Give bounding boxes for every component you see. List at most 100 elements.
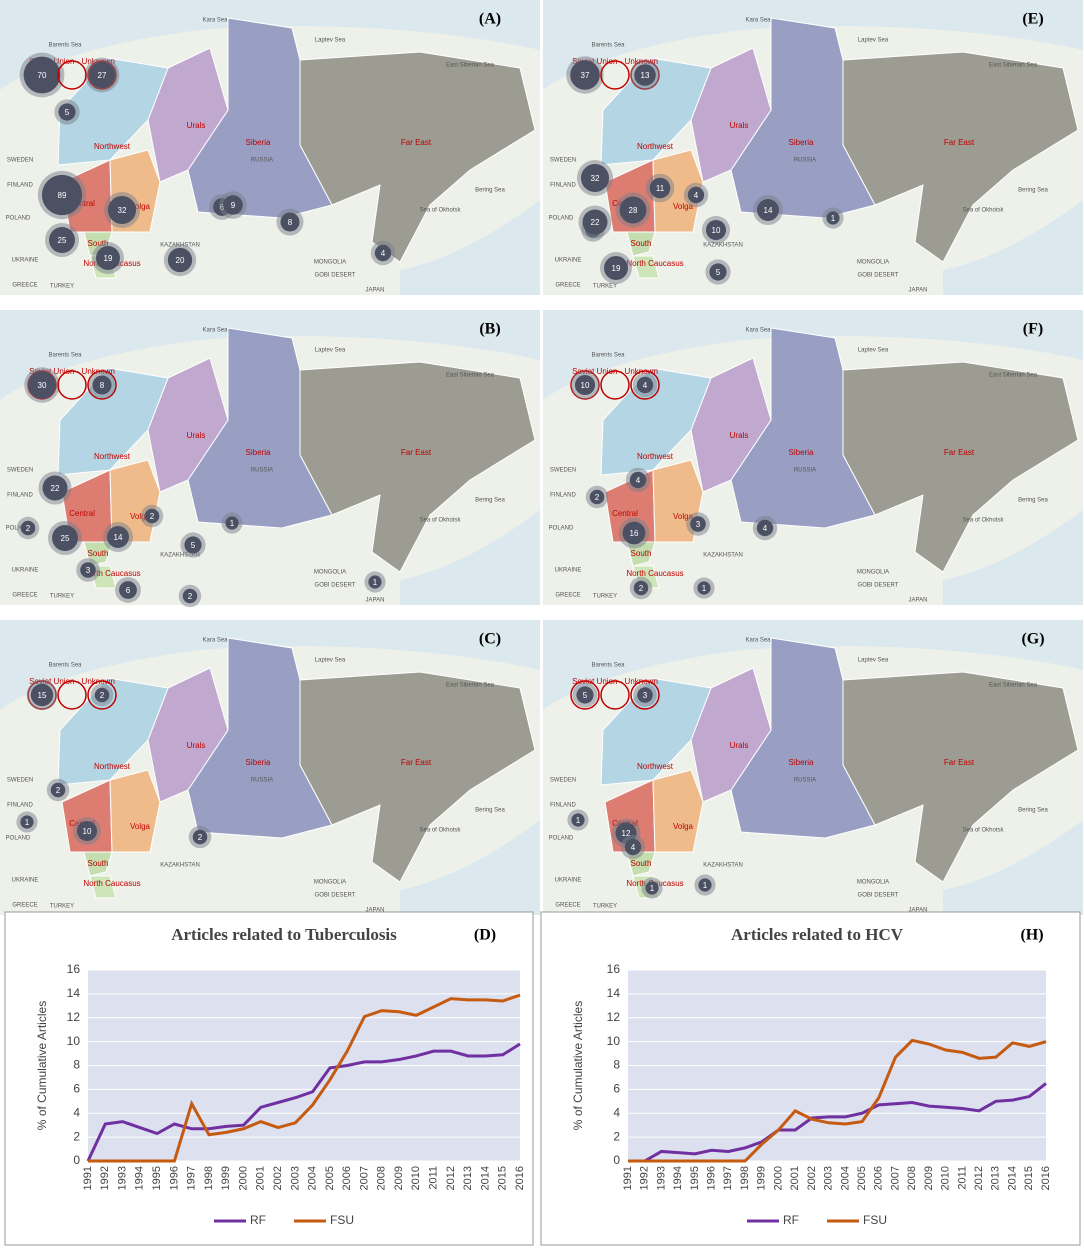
- bubble: [629, 471, 647, 489]
- region-label: Urals: [187, 431, 206, 440]
- bubble-label: 6: [126, 586, 131, 595]
- basemap-label: JAPAN: [909, 288, 928, 294]
- legend-bubble-label: 27: [98, 71, 107, 80]
- basemap-label: RUSSIA: [251, 468, 273, 474]
- region-label: Urals: [730, 121, 749, 130]
- bubble-label: 12: [622, 829, 631, 838]
- basemap-label: East Siberian Sea: [989, 373, 1038, 379]
- bubble: [280, 212, 300, 232]
- bubble-label: 5: [65, 108, 70, 117]
- basemap-label: POLAND: [6, 216, 31, 222]
- basemap-label: GREECE: [12, 593, 37, 599]
- x-tick-label: 1998: [739, 1166, 751, 1190]
- bubble: [96, 246, 120, 270]
- legend-ring: [600, 680, 630, 710]
- basemap-label: UKRAINE: [12, 568, 39, 574]
- x-tick-label: 1996: [168, 1166, 180, 1190]
- y-tick-label: 0: [73, 1153, 80, 1167]
- region-label: South: [88, 549, 109, 558]
- bubble-label: 25: [58, 236, 67, 245]
- basemap-label: SWEDEN: [7, 468, 33, 474]
- y-tick-label: 12: [607, 1010, 621, 1024]
- legend-bubble-label: 2: [100, 691, 105, 700]
- region-label: Siberia: [789, 758, 814, 767]
- x-tick-label: 2009: [393, 1166, 405, 1190]
- bubble: [223, 195, 243, 215]
- basemap-label: Bering Sea: [1018, 808, 1048, 814]
- region-shape: [600, 677, 712, 786]
- bubble-label: 20: [176, 256, 185, 265]
- legend-bubble: [92, 375, 112, 395]
- bubble: [144, 508, 160, 524]
- basemap-label: TURKEY: [50, 594, 74, 600]
- x-tick-label: 1996: [706, 1166, 718, 1190]
- region-label: Siberia: [246, 138, 271, 147]
- x-tick-label: 1992: [99, 1166, 111, 1190]
- x-tick-label: 2011: [428, 1166, 440, 1190]
- bubble-label: 19: [104, 254, 113, 263]
- map-panel: Barents Sea Kara Sea Laptev Sea East Siberi…: [0, 620, 540, 915]
- panel-label: (C): [479, 631, 501, 648]
- panel-label: (G): [1021, 631, 1044, 648]
- x-tick-label: 1999: [756, 1166, 768, 1190]
- basemap-label: TURKEY: [593, 284, 617, 290]
- series-line: [86, 1042, 521, 1162]
- basemap-label: Kara Sea: [745, 328, 771, 334]
- bubble: [705, 219, 727, 241]
- panel-label: (E): [1022, 11, 1043, 28]
- basemap-label: Kara Sea: [202, 638, 228, 644]
- region-label: Siberia: [246, 758, 271, 767]
- basemap-label: SWEDEN: [7, 778, 33, 784]
- x-tick-label: 1992: [639, 1166, 651, 1190]
- region-label: Central: [69, 509, 95, 518]
- basemap-label: Bering Sea: [475, 498, 505, 504]
- legend-bubble-label: 15: [38, 691, 47, 700]
- basemap-label: UKRAINE: [555, 568, 582, 574]
- bubble-label: 11: [656, 184, 665, 193]
- basemap-label: Barents Sea: [591, 353, 625, 359]
- x-tick-label: 1994: [134, 1166, 146, 1190]
- y-tick-label: 4: [73, 1105, 80, 1119]
- basemap-label: UKRAINE: [555, 878, 582, 884]
- legend-ring: [57, 370, 87, 400]
- region-label: Far East: [944, 138, 975, 147]
- panel-label: (D): [474, 927, 496, 944]
- y-tick-label: 14: [607, 986, 621, 1000]
- basemap-label: Barents Sea: [48, 353, 82, 359]
- bubble-label: 2: [26, 524, 31, 533]
- y-tick-label: 6: [73, 1082, 80, 1096]
- y-tick-label: 6: [613, 1082, 620, 1096]
- legend-bubble: [88, 61, 116, 89]
- legend-ring: [600, 370, 630, 400]
- basemap-label: UKRAINE: [12, 878, 39, 884]
- x-tick-label: 2013: [462, 1166, 474, 1190]
- bubble: [622, 521, 646, 545]
- basemap-label: Kara Sea: [202, 328, 228, 334]
- bubble-label: 2: [56, 786, 61, 795]
- bubble: [645, 881, 659, 895]
- region-label: North Caucasus: [83, 879, 140, 888]
- legend-ring: [570, 680, 600, 710]
- x-tick-label: 2010: [410, 1166, 422, 1190]
- region-label: Volga: [673, 512, 694, 521]
- y-tick-label: 16: [607, 962, 621, 976]
- legend-ring: [87, 680, 117, 710]
- bubble-label: 89: [58, 191, 67, 200]
- y-tick-label: 0: [613, 1153, 620, 1167]
- region-label: Urals: [730, 431, 749, 440]
- bubble-label: 1: [650, 884, 655, 893]
- legend-ring: [87, 370, 117, 400]
- basemap-label: GOBI DESERT: [315, 273, 356, 279]
- bubble-label: 3: [696, 520, 701, 529]
- series-line: [628, 1082, 1047, 1163]
- y-tick-label: 2: [613, 1129, 620, 1143]
- legend-bubble: [94, 687, 110, 703]
- basemap-label: Sea of Okhotsk: [419, 828, 461, 834]
- series-line: [88, 993, 521, 1163]
- basemap-label: Barents Sea: [48, 663, 82, 669]
- chart-title: Articles related to HCV: [731, 925, 904, 944]
- basemap-label: UKRAINE: [12, 258, 39, 264]
- x-tick-label: 2004: [307, 1166, 319, 1190]
- bubble-label: 4: [636, 476, 641, 485]
- map-panel: Barents Sea Kara Sea Laptev Sea East Siberi…: [543, 310, 1083, 605]
